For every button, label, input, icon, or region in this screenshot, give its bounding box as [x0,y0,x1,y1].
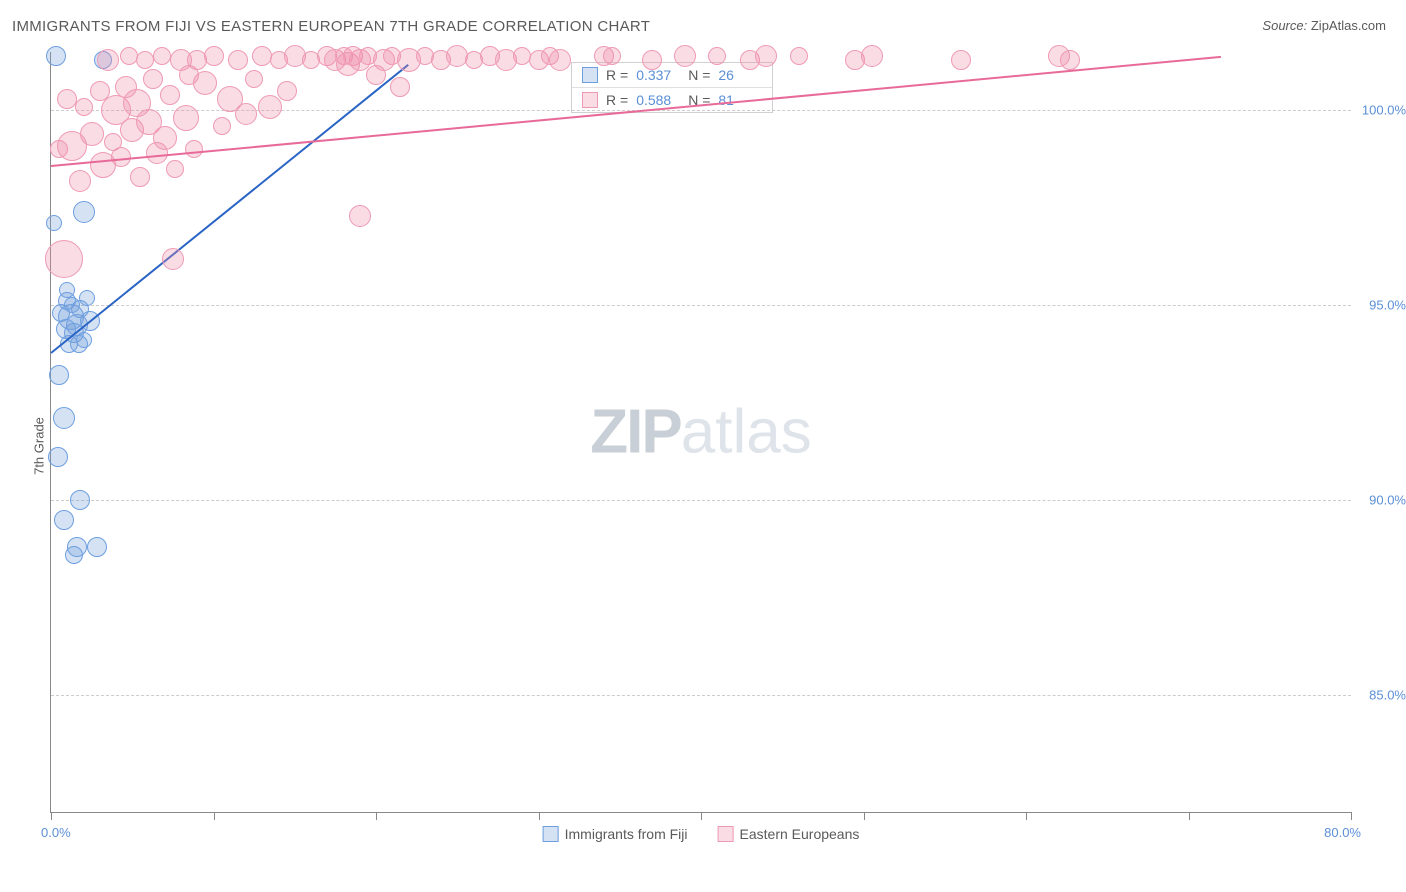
data-point-eastern [162,248,184,270]
legend-item-fiji: Immigrants from Fiji [543,826,688,842]
data-point-fiji [49,365,69,385]
data-point-eastern [130,167,150,187]
x-tick [864,812,865,820]
data-point-eastern [166,160,184,178]
stats-swatch-eastern [582,92,598,108]
stats-r-eastern: 0.588 [636,92,680,108]
plot-area: ZIPatlas R = 0.337 N = 26 R = 0.588 N = … [50,52,1351,813]
data-point-eastern [160,85,180,105]
data-point-fiji [79,290,95,306]
data-point-eastern [951,50,971,70]
source-label: Source: [1262,18,1307,33]
data-point-eastern [97,49,119,71]
data-point-eastern [349,205,371,227]
stats-r-label: R = [606,67,628,83]
gridline-horizontal [51,305,1351,306]
data-point-eastern [120,47,138,65]
x-tick [1026,812,1027,820]
legend-swatch-fiji [543,826,559,842]
data-point-eastern [143,69,163,89]
y-tick-label: 95.0% [1356,298,1406,313]
x-tick [376,812,377,820]
data-point-fiji [53,407,75,429]
stats-n-label: N = [688,67,710,83]
data-point-eastern [153,47,171,65]
data-point-fiji [87,537,107,557]
watermark-zip: ZIP [590,398,680,467]
data-point-fiji [59,282,75,298]
x-axis-max-label: 80.0% [1324,825,1361,840]
data-point-eastern [603,47,621,65]
data-point-eastern [708,47,726,65]
data-point-eastern [213,117,231,135]
data-point-eastern [1060,50,1080,70]
data-point-eastern [277,81,297,101]
x-tick [214,812,215,820]
data-point-eastern [185,140,203,158]
data-point-eastern [80,122,104,146]
stats-legend-box: R = 0.337 N = 26 R = 0.588 N = 81 [571,62,773,113]
data-point-eastern [549,49,571,71]
data-point-fiji [65,546,83,564]
data-point-eastern [642,50,662,70]
y-tick-label: 100.0% [1356,103,1406,118]
bottom-legend: Immigrants from Fiji Eastern Europeans [543,826,860,842]
x-axis-min-label: 0.0% [41,825,71,840]
data-point-fiji [70,490,90,510]
legend-swatch-eastern [718,826,734,842]
data-point-eastern [69,170,91,192]
chart-title: IMMIGRANTS FROM FIJI VS EASTERN EUROPEAN… [12,18,650,35]
stats-r-label: R = [606,92,628,108]
x-tick [51,812,52,820]
data-point-fiji [54,510,74,530]
data-point-eastern [75,98,93,116]
stats-n-fiji: 26 [718,67,762,83]
gridline-horizontal [51,500,1351,501]
y-tick-label: 85.0% [1356,688,1406,703]
legend-item-eastern: Eastern Europeans [718,826,860,842]
data-point-eastern [136,51,154,69]
data-point-fiji [46,46,66,66]
data-point-eastern [790,47,808,65]
data-point-eastern [245,70,263,88]
source-attribution: Source: ZipAtlas.com [1262,18,1386,33]
legend-label-eastern: Eastern Europeans [740,826,860,842]
watermark-atlas: atlas [681,398,812,467]
data-point-eastern [755,45,777,67]
stats-r-fiji: 0.337 [636,67,680,83]
watermark: ZIPatlas [590,397,811,468]
data-point-eastern [45,240,83,278]
data-point-eastern [674,45,696,67]
x-tick [1189,812,1190,820]
data-point-eastern [204,46,224,66]
data-point-eastern [173,105,199,131]
data-point-eastern [193,71,217,95]
stats-swatch-fiji [582,67,598,83]
data-point-eastern [153,126,177,150]
y-axis-label: 7th Grade [31,417,46,475]
x-tick [1351,812,1352,820]
x-tick [701,812,702,820]
data-point-fiji [48,447,68,467]
data-point-eastern [235,103,257,125]
data-point-eastern [390,77,410,97]
data-point-fiji [46,215,62,231]
data-point-eastern [861,45,883,67]
data-point-fiji [73,201,95,223]
legend-label-fiji: Immigrants from Fiji [565,826,688,842]
x-tick [539,812,540,820]
source-value: ZipAtlas.com [1311,18,1386,33]
gridline-horizontal [51,695,1351,696]
data-point-eastern [228,50,248,70]
y-tick-label: 90.0% [1356,493,1406,508]
